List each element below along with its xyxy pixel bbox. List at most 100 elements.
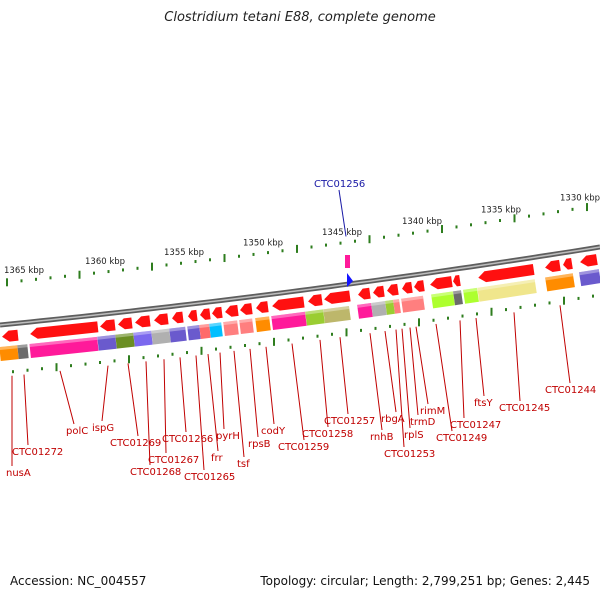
gene-arrow-shape (118, 317, 133, 330)
feature-block-sheen (115, 332, 134, 338)
feature-block-fill (17, 344, 29, 360)
highlight-label: CTC01256 (314, 179, 365, 190)
scale-label: 1360 kbp (85, 257, 125, 267)
leader-line (395, 329, 405, 448)
feature-block (223, 320, 239, 337)
feature-block-fill (187, 325, 201, 341)
feature-tracks (0, 269, 600, 361)
genome-backbone (0, 244, 600, 328)
feature-block-fill (239, 318, 254, 335)
gene-arrows (2, 254, 598, 342)
gene-arrow-shape (414, 280, 425, 292)
feature-block (357, 302, 373, 319)
gene-arrow (563, 258, 573, 270)
highlight-marker: CTC01256 (314, 179, 365, 287)
gene-arrow (240, 303, 253, 315)
gene-arrow-shape (373, 285, 385, 298)
leader-line (384, 331, 397, 413)
gene-label: CTC01249 (436, 433, 487, 444)
gene-label: CTC01265 (184, 472, 235, 483)
gene-label: ftsY (474, 398, 493, 409)
gene-label: CTC01247 (450, 420, 501, 431)
gene-arrow (324, 290, 351, 304)
lower-ticks (12, 294, 594, 374)
feature-block-fill (133, 330, 153, 347)
feature-block-fill (29, 336, 99, 358)
feature-block-sheen (393, 299, 400, 303)
feature-block-sheen (17, 344, 28, 349)
gene-arrow (135, 315, 151, 328)
gene-arrow (358, 287, 371, 300)
leader-line (409, 327, 419, 416)
feature-block-fill (323, 305, 351, 324)
gene-arrow-shape (188, 309, 198, 322)
scale-ticks (6, 203, 588, 287)
feature-block-sheen (477, 279, 536, 291)
feature-block (255, 316, 271, 333)
feature-block-sheen (29, 336, 98, 348)
gene-arrow-shape (212, 306, 223, 319)
gene-arrow-shape (154, 313, 169, 326)
feature-block-sheen (579, 269, 600, 276)
gene-arrow-shape (308, 294, 323, 307)
leader-line (219, 352, 225, 430)
gene-arrow-shape (30, 321, 99, 339)
gene-arrow-shape (580, 254, 598, 267)
gene-arrow (414, 280, 425, 292)
feature-block (579, 269, 600, 287)
gene-label: polC (66, 426, 88, 437)
leader-line (339, 337, 349, 415)
gene-arrow (373, 285, 385, 298)
feature-block-sheen (255, 316, 270, 322)
feature-block-sheen (431, 291, 454, 298)
scale-label: 1350 kbp (243, 238, 283, 248)
gene-label: ispG (92, 423, 114, 434)
gene-arrow (172, 311, 184, 324)
scale-label: 1330 kbp (560, 193, 600, 203)
feature-block (133, 330, 153, 347)
backbone-inner (0, 246, 600, 326)
feature-block-fill (209, 322, 223, 338)
gene-label: nusA (6, 468, 31, 479)
leader-line (249, 348, 259, 438)
highlight-pointer-icon (347, 273, 353, 287)
gene-arrow (402, 281, 413, 294)
feature-block-fill (305, 309, 325, 326)
feature-block-fill (385, 299, 395, 315)
gene-label: codY (261, 426, 286, 437)
leader-line (101, 365, 109, 422)
leader-line (23, 374, 29, 446)
gene-arrow-shape (256, 301, 269, 313)
feature-block-sheen (97, 334, 116, 340)
leader-line (145, 361, 151, 466)
gene-label: CTC01253 (384, 449, 435, 460)
gene-label: rimM (420, 406, 445, 417)
scale-label: 1340 kbp (402, 217, 442, 227)
feature-block-sheen (453, 290, 462, 295)
gene-arrow (200, 308, 211, 320)
leader-line (459, 320, 465, 419)
leader-line (59, 370, 75, 425)
gene-label: CTC01272 (12, 447, 63, 458)
feature-block (453, 290, 463, 306)
leader-line (559, 305, 571, 384)
feature-block-sheen (133, 330, 152, 336)
gene-arrow (30, 321, 99, 339)
feature-block-sheen (463, 287, 478, 293)
feature-block-fill (431, 291, 455, 309)
feature-block-sheen (545, 273, 574, 281)
leader-line (401, 328, 411, 429)
gene-arrow-shape (200, 308, 211, 320)
map-title: Clostridium tetani E88, complete genome (164, 10, 436, 25)
gene-arrow (212, 306, 223, 319)
feature-block (271, 311, 307, 331)
gene-arrow-shape (172, 311, 184, 324)
feature-block (0, 345, 19, 361)
feature-block-fill (151, 328, 171, 345)
gene-arrow (100, 319, 116, 332)
leader-line (127, 363, 139, 437)
feature-block-fill (223, 320, 239, 337)
scale-label: 1365 kbp (4, 266, 44, 276)
gene-arrow (154, 313, 169, 326)
